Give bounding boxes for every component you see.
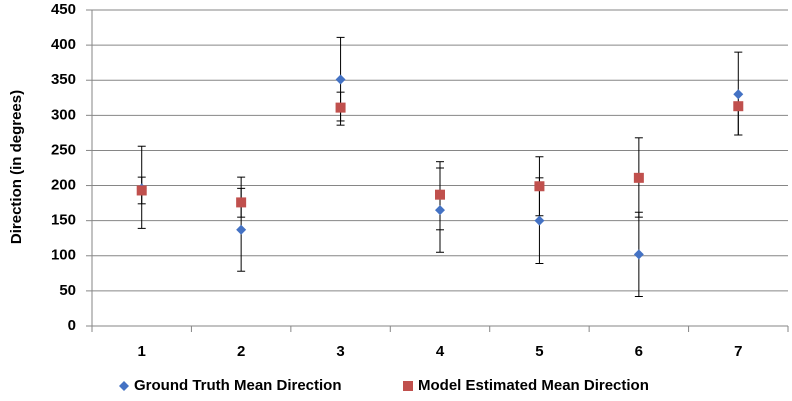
- x-tick-labels: 1 2 3 4 5 6 7: [138, 343, 743, 360]
- y-tick-label: 0: [68, 317, 76, 334]
- x-tick-label: 5: [535, 343, 543, 360]
- x-tick-label: 3: [336, 343, 344, 360]
- y-tick-label: 50: [59, 282, 76, 299]
- axes: [91, 10, 789, 332]
- y-tick-labels: 0 50 100 150 200 250 300 350 400 450: [51, 1, 76, 334]
- model-estimate-point: [733, 101, 744, 112]
- ground-truth-point: [534, 215, 545, 226]
- data-markers: [136, 74, 744, 260]
- x-tick-label: 4: [436, 343, 445, 360]
- ground-truth-point: [335, 74, 346, 85]
- model-estimate-point: [236, 197, 247, 208]
- model-estimate-point: [435, 189, 445, 200]
- model-estimate-point: [335, 102, 346, 113]
- x-tick-label: 2: [237, 343, 245, 360]
- y-axis-title: Direction (in degrees): [8, 90, 25, 244]
- y-tick-label: 400: [51, 36, 76, 53]
- ground-truth-point: [633, 249, 644, 260]
- model-estimate-point: [534, 181, 545, 192]
- model-estimate-point: [136, 185, 147, 196]
- y-tick-label: 100: [51, 247, 76, 264]
- legend-square-marker: [403, 381, 413, 391]
- y-tick-label: 250: [51, 141, 76, 158]
- error-bars: [137, 36, 743, 298]
- y-tick-label: 150: [51, 212, 76, 229]
- legend-label: Ground Truth Mean Direction: [134, 377, 342, 394]
- y-tick-label: 300: [51, 106, 76, 123]
- x-tick-label: 6: [635, 343, 643, 360]
- legend: Ground Truth Mean Direction Model Estimat…: [119, 377, 649, 394]
- y-tick-label: 350: [51, 71, 76, 88]
- y-tick-label: 450: [51, 1, 76, 18]
- x-tick-label: 1: [138, 343, 146, 360]
- legend-diamond-marker: [119, 381, 129, 391]
- ground-truth-point: [236, 224, 247, 235]
- y-tick-label: 200: [51, 177, 76, 194]
- ground-truth-point: [733, 89, 744, 100]
- ground-truth-point: [435, 205, 445, 216]
- model-estimate-point: [633, 172, 644, 183]
- x-tick-label: 7: [734, 343, 742, 360]
- legend-label: Model Estimated Mean Direction: [418, 377, 649, 394]
